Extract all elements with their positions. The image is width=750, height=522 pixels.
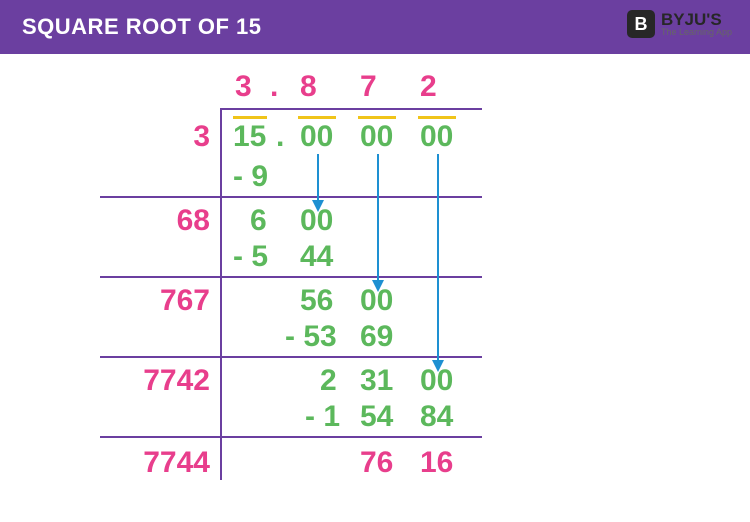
quotient-digit-0: 3 [235,70,252,104]
row-divider-3 [100,356,482,358]
remainder-b: 16 [420,446,453,480]
pair-bar-0 [233,116,267,119]
vinculum-top [220,108,482,110]
radicand-block-2: 00 [360,120,393,154]
bringdown-arrowhead-2 [372,280,384,292]
logo: B BYJU'S The Learning App [627,10,732,38]
quotient-digit-1: 8 [300,70,317,104]
logo-icon: B [627,10,655,38]
subtract-0: - 9 [233,160,268,194]
bringdown-arrow-3 [437,154,439,362]
quotient-digit-2: 7 [360,70,377,104]
logo-text-main: BYJU'S [661,11,732,28]
radicand-block-1: 00 [300,120,333,154]
bringdown-2a: 56 [300,284,333,318]
pair-bar-1 [298,116,336,119]
bringdown-arrowhead-1 [312,200,324,212]
subtract-3c: 84 [420,400,453,434]
subtract-2b: 69 [360,320,393,354]
quotient-digit-3: 2 [420,70,437,104]
divisor-3: 7742 [143,364,210,398]
division-vertical-bar [220,108,222,480]
divisor-2: 767 [160,284,210,318]
subtract-1a: - 5 [233,240,268,274]
logo-text-sub: The Learning App [661,28,732,37]
row-divider-2 [100,276,482,278]
subtract-3a: - 1 [305,400,340,434]
pair-bar-3 [418,116,456,119]
bringdown-arrowhead-3 [432,360,444,372]
divisor-0: 3 [193,120,210,154]
bringdown-arrow-1 [317,154,319,202]
bringdown-arrow-2 [377,154,379,282]
radicand-block-3: 00 [420,120,453,154]
long-division-diagram: 3 . 8 7 2 15 . 00 00 00 3 - 9 68 6 00 - … [100,70,570,510]
row-divider-4 [100,436,482,438]
divisor-4: 7744 [143,446,210,480]
subtract-2a: - 53 [285,320,337,354]
pair-bar-2 [358,116,396,119]
bringdown-3a: 2 [320,364,337,398]
page-title: SQUARE ROOT OF 15 [22,14,262,40]
subtract-1b: 44 [300,240,333,274]
remainder-a: 76 [360,446,393,480]
row-divider-1 [100,196,482,198]
bringdown-1a: 6 [250,204,267,238]
radicand-dot: . [276,120,284,154]
divisor-1: 68 [177,204,210,238]
quotient-dot: . [270,70,278,104]
bringdown-3b: 31 [360,364,393,398]
subtract-3b: 54 [360,400,393,434]
radicand-block-0: 15 [233,120,266,154]
